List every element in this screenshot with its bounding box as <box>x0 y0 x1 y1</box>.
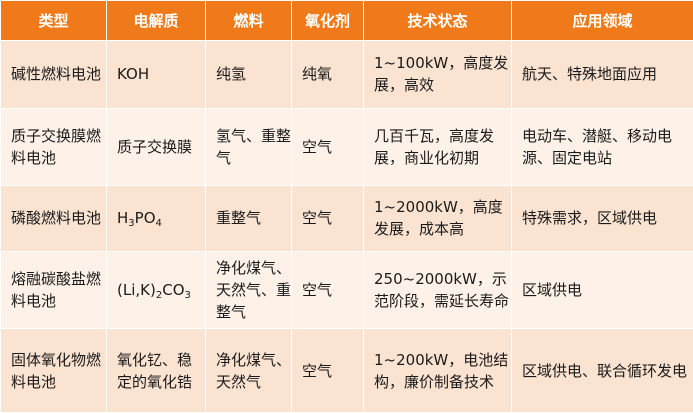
cell-application: 区域供电、联合循环发电 <box>511 328 693 413</box>
cell-fuel: 重整气 <box>205 185 292 252</box>
cell-application: 航天、特殊地面应用 <box>511 40 693 109</box>
cell-oxidant: 空气 <box>291 250 364 330</box>
cell-type: 质子交换膜燃料电池 <box>0 107 107 187</box>
cell-tech-status: 几百千瓦，高度发展，商业化初期 <box>363 107 512 187</box>
header-electrolyte: 电解质 <box>106 0 206 41</box>
table-row: 固体氧化物燃料电池 氧化钇、稳定的氧化锆 净化煤气、天然气 空气 1~200kW… <box>0 328 693 413</box>
cell-tech-status: 250~2000kW，示范阶段，需延长寿命 <box>363 250 512 330</box>
formula-subscript: 4 <box>155 218 162 230</box>
cell-type: 碱性燃料电池 <box>0 40 107 109</box>
formula-subscript: 3 <box>184 289 191 301</box>
formula-subscript: 2 <box>155 289 163 301</box>
cell-type: 熔融碳酸盐燃料电池 <box>0 250 107 330</box>
header-type: 类型 <box>0 0 107 41</box>
table-header-row: 类型 电解质 燃料 氧化剂 技术状态 应用领域 <box>0 0 693 41</box>
table-row: 磷酸燃料电池 H3PO4 重整气 空气 1~2000kW，高度发展，成本高 特殊… <box>0 185 693 252</box>
cell-type: 磷酸燃料电池 <box>0 185 107 252</box>
header-tech-status: 技术状态 <box>363 0 512 41</box>
formula-subscript: 3 <box>128 218 135 230</box>
cell-electrolyte: (Li,K)2CO3 <box>106 250 206 330</box>
formula-part: (Li,K) <box>117 280 156 299</box>
table-row: 熔融碳酸盐燃料电池 (Li,K)2CO3 净化煤气、天然气、重整气 空气 250… <box>0 250 693 330</box>
cell-fuel: 净化煤气、天然气 <box>205 328 292 413</box>
cell-oxidant: 空气 <box>291 328 364 413</box>
table-row: 碱性燃料电池 KOH 纯氢 纯氧 1~100kW，高度发展，高效 航天、特殊地面… <box>0 40 693 109</box>
cell-electrolyte: 氧化钇、稳定的氧化锆 <box>106 328 206 413</box>
cell-electrolyte: H3PO4 <box>106 185 206 252</box>
cell-application: 特殊需求，区域供电 <box>511 185 693 252</box>
header-oxidant: 氧化剂 <box>291 0 364 41</box>
cell-fuel: 氢气、重整气 <box>205 107 292 187</box>
header-fuel: 燃料 <box>205 0 292 41</box>
cell-type: 固体氧化物燃料电池 <box>0 328 107 413</box>
cell-oxidant: 空气 <box>291 107 364 187</box>
formula-part: CO <box>162 280 185 299</box>
cell-application: 区域供电 <box>511 250 693 330</box>
cell-tech-status: 1~200kW，电池结构，廉价制备技术 <box>363 328 512 413</box>
cell-application: 电动车、潜艇、移动电源、固定电站 <box>511 107 693 187</box>
cell-electrolyte: 质子交换膜 <box>106 107 206 187</box>
formula-part: PO <box>134 209 156 228</box>
cell-fuel: 纯氢 <box>205 40 292 109</box>
cell-electrolyte: KOH <box>106 40 206 109</box>
cell-oxidant: 空气 <box>291 185 364 252</box>
cell-fuel: 净化煤气、天然气、重整气 <box>205 250 292 330</box>
cell-tech-status: 1~2000kW，高度发展，成本高 <box>363 185 512 252</box>
table-row: 质子交换膜燃料电池 质子交换膜 氢气、重整气 空气 几百千瓦，高度发展，商业化初… <box>0 107 693 187</box>
cell-tech-status: 1~100kW，高度发展，高效 <box>363 40 512 109</box>
formula-part: H <box>117 209 129 228</box>
header-application: 应用领域 <box>511 0 693 41</box>
cell-oxidant: 纯氧 <box>291 40 364 109</box>
